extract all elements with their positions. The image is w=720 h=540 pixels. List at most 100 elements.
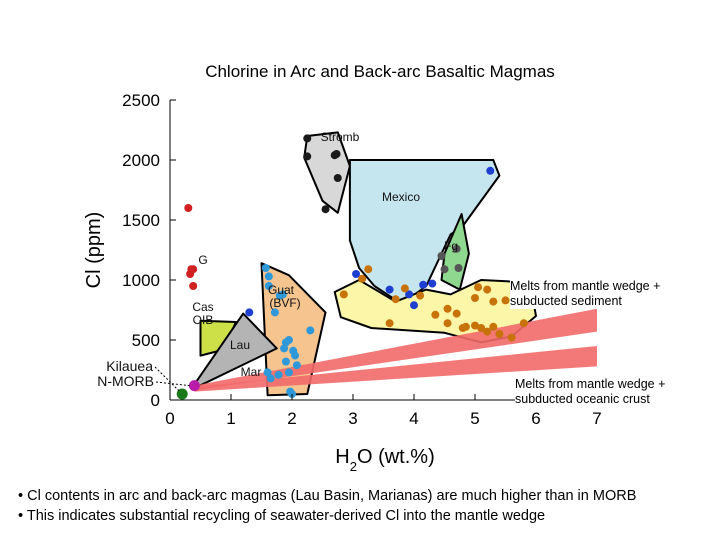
data-point (364, 265, 373, 274)
x-tick-label: 6 (531, 409, 540, 428)
data-point (291, 351, 300, 360)
data-point (306, 326, 315, 335)
field-label: Guat (268, 283, 295, 297)
sediment-note-line1: Melts from mantle wedge + (510, 279, 661, 293)
data-point (454, 264, 463, 272)
data-point (264, 272, 273, 281)
y-tick-label: 500 (132, 331, 160, 350)
field-label: Mar (241, 365, 262, 379)
data-point (391, 295, 400, 304)
data-point (263, 368, 272, 377)
field-label: Fg (444, 239, 458, 253)
sediment-melt-note: Melts from mantle wedge + subducted sedi… (510, 279, 661, 309)
data-point (292, 361, 301, 370)
data-point (474, 283, 483, 292)
data-point (333, 174, 342, 182)
data-point (352, 270, 361, 278)
data-point (284, 368, 293, 377)
field-label: Stromb (321, 130, 360, 144)
field-label: Mexico (382, 190, 420, 204)
y-tick-label: 1000 (122, 271, 160, 290)
data-point (489, 322, 498, 331)
bullet-item: • This indicates substantial recycling o… (18, 508, 546, 524)
data-point (400, 284, 409, 293)
data-point (507, 333, 516, 342)
chart-title: Chlorine in Arc and Back-arc Basaltic Ma… (205, 62, 555, 81)
data-point (452, 309, 461, 318)
y-tick-label: 0 (151, 391, 160, 410)
bullet-item: • Cl contents in arc and back-arc magmas… (18, 488, 637, 504)
field-polygon (303, 131, 351, 214)
field-label: N-MORB (97, 373, 154, 389)
data-point (410, 301, 418, 310)
data-point (385, 285, 394, 294)
data-point (189, 282, 198, 290)
data-point (278, 290, 287, 299)
y-axis-label: Cl (ppm) (83, 212, 105, 289)
data-point (303, 152, 312, 161)
x-tick-label: 7 (592, 409, 601, 428)
data-point (385, 319, 394, 328)
y-tick-label: 2500 (122, 91, 160, 110)
data-points (176, 134, 528, 400)
data-point (280, 344, 289, 353)
data-point (437, 252, 446, 260)
data-point (270, 308, 279, 317)
field-label: Cas (192, 300, 213, 314)
data-point (184, 204, 193, 212)
data-point (471, 294, 479, 302)
field-label: (BVF) (269, 296, 300, 310)
nmorb-leader (155, 381, 190, 387)
sediment-note-line2: subducted sediment (510, 294, 622, 308)
data-point (188, 380, 200, 392)
data-point (358, 274, 367, 283)
data-point (261, 264, 270, 272)
data-point (519, 319, 528, 328)
crust-note-line1: Melts from mantle wedge + (515, 377, 666, 391)
data-point (461, 322, 470, 331)
data-point (419, 280, 428, 289)
data-point (281, 357, 290, 366)
mixing-band (194, 346, 597, 392)
data-point (483, 285, 492, 294)
field-label: G (198, 253, 207, 267)
kilauea-leader (154, 366, 180, 392)
data-point (486, 166, 495, 175)
y-tick-label: 1500 (122, 211, 160, 230)
data-point (443, 304, 452, 313)
data-point (443, 319, 452, 328)
data-point (321, 205, 330, 214)
data-point (284, 336, 293, 344)
data-point (471, 321, 479, 330)
data-point (332, 150, 341, 158)
data-point (416, 291, 425, 300)
data-point (339, 290, 348, 299)
field-label: Kilauea (106, 358, 153, 374)
y-tick-label: 2000 (122, 151, 160, 170)
crust-note-line2: subducted oceanic crust (515, 392, 650, 406)
x-tick-label: 4 (409, 409, 418, 428)
data-point (303, 134, 312, 143)
field-label: Lau (230, 338, 250, 352)
data-point (405, 290, 414, 299)
data-point (501, 296, 510, 305)
crust-melt-note: Melts from mantle wedge + subducted ocea… (515, 377, 666, 407)
data-point (428, 279, 437, 288)
data-point (274, 370, 283, 379)
data-point (440, 265, 449, 274)
axes: 0 1 2 3 4 5 6 7 0 500 1000 1500 2000 2500 Cl (ppm) H2O … (83, 91, 602, 474)
x-tick-label: 3 (348, 409, 357, 428)
data-point (431, 310, 440, 319)
data-point (186, 270, 195, 278)
field-label: OIB (193, 313, 214, 327)
x-tick-label: 1 (226, 409, 235, 428)
x-tick-label: 2 (287, 409, 296, 428)
data-point (266, 374, 275, 383)
data-point (245, 308, 254, 317)
data-point (495, 330, 504, 338)
data-point (176, 388, 188, 400)
data-point (489, 297, 498, 306)
x-tick-label: 0 (165, 409, 174, 428)
